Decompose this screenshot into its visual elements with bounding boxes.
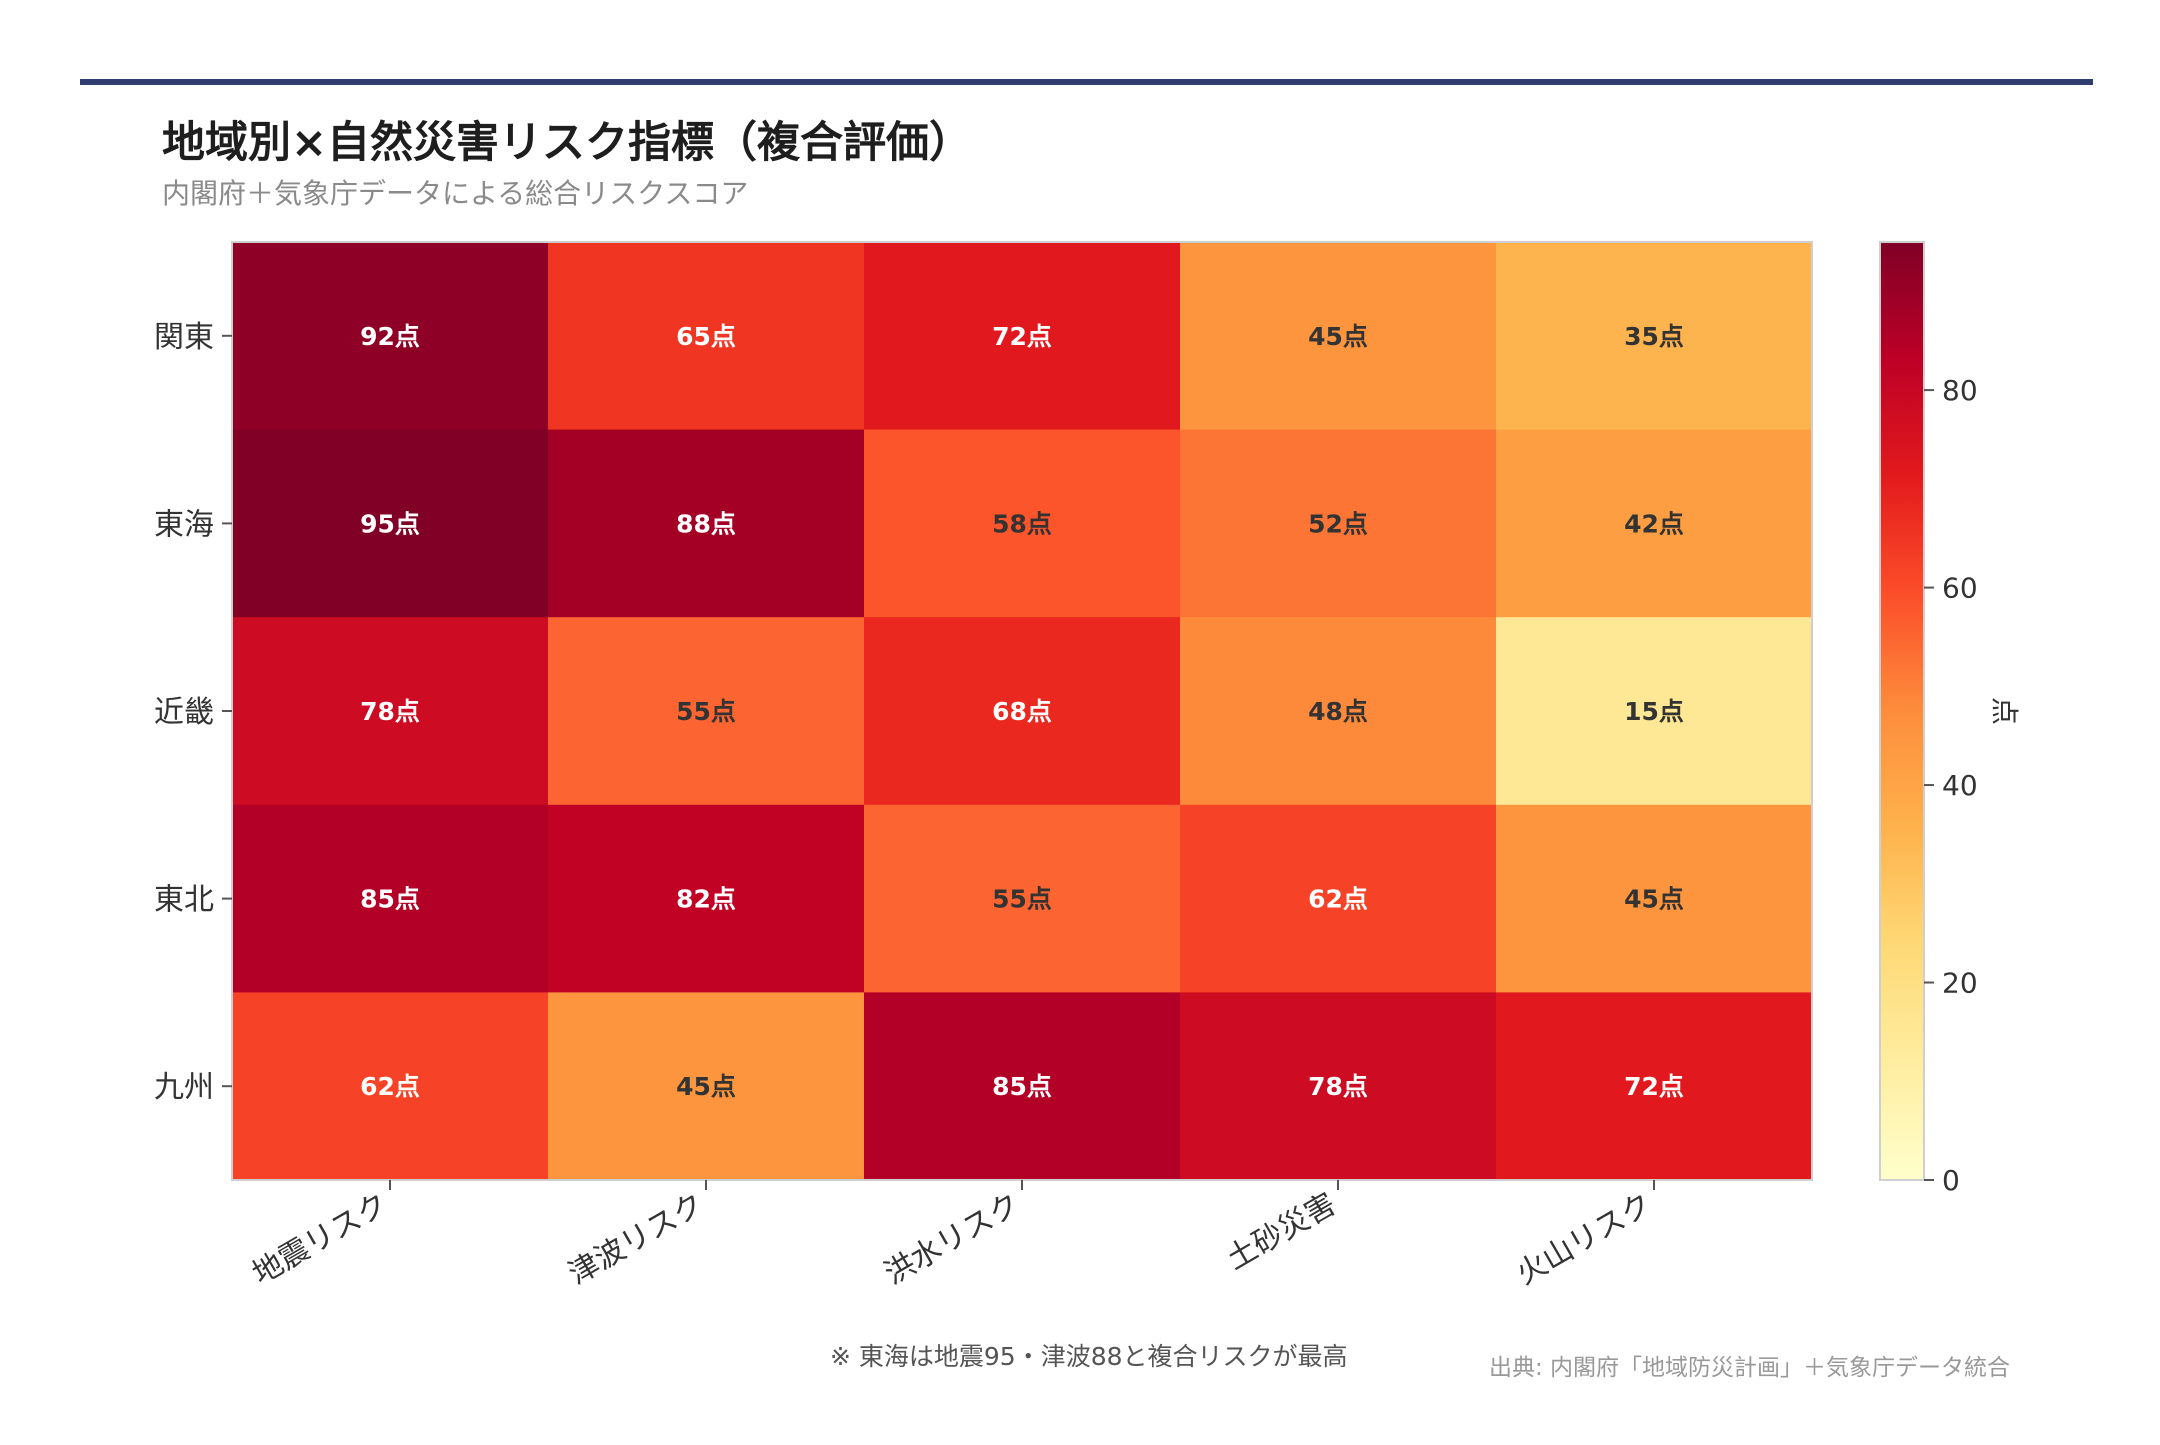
column-labels: 地震リスク 津波リスク 洪水リスク 土砂災害 火山リスク [247,1180,1658,1292]
column-label: 地震リスク [247,1187,394,1292]
cell-value-label: 92点 [360,322,420,351]
cell-value-label: 45点 [1624,885,1684,914]
cell-value-label: 65点 [676,322,736,351]
heatmap-cell [864,429,1181,618]
heatmap-cell [232,992,549,1181]
row-label: 九州 [154,1070,214,1105]
heatmap-cell [232,804,549,993]
footnote: ※ 東海は地震95・津波88と複合リスクが最高 [830,1342,1348,1371]
colorbar-tick-label: 80 [1942,374,1978,407]
heatmap-cell [1180,242,1497,431]
cell-value-label: 68点 [992,697,1052,726]
colorbar-label: 点 [1988,697,2021,725]
colorbar-gradient [1879,241,1925,1181]
cell-value-label: 55点 [992,885,1052,914]
heatmap-cell [548,242,865,431]
cell-value-label: 58点 [992,509,1052,538]
cell-value-label: 35点 [1624,322,1684,351]
heatmap-cell [864,617,1181,806]
cell-value-label: 85点 [992,1072,1052,1101]
cell-value-label: 52点 [1308,509,1368,538]
heatmap-cell [1496,617,1813,806]
cell-value-label: 62点 [1308,885,1368,914]
heatmap-cell [864,992,1181,1181]
heatmap-cell [548,804,865,993]
colorbar-ticks: 0 20 40 60 80 [1924,374,1978,1197]
chart-title: 地域別×自然災害リスク指標（複合評価） [162,118,973,168]
chart-subtitle: 内閣府＋気象庁データによる総合リスクスコア [162,177,749,210]
cell-value-label: 45点 [1308,322,1368,351]
heatmap-cell [1496,242,1813,431]
column-label: 津波リスク [563,1187,710,1292]
cell-value-label: 82点 [676,885,736,914]
cell-value-label: 88点 [676,509,736,538]
cell-value-label: 42点 [1624,509,1684,538]
heatmap-cell [548,429,865,618]
column-label: 土砂災害 [1221,1187,1342,1277]
heatmap-cell [864,804,1181,993]
cell-value-label: 95点 [360,509,420,538]
row-label: 東北 [154,883,214,918]
cell-value-label: 45点 [676,1072,736,1101]
heatmap-cell [1180,804,1497,993]
heatmap-cell [1496,429,1813,618]
heatmap-cell [1180,617,1497,806]
column-label: 洪水リスク [879,1187,1026,1292]
cell-value-label: 78点 [1308,1072,1368,1101]
heatmap-cell [232,617,549,806]
heatmap-cell [232,429,549,618]
heatmap-cell [548,992,865,1181]
heatmap-cell [864,242,1181,431]
colorbar-tick-label: 40 [1942,769,1978,802]
cell-value-label: 55点 [676,697,736,726]
row-label: 東海 [154,507,214,542]
row-label: 関東 [154,320,214,355]
cell-value-label: 72点 [1624,1072,1684,1101]
colorbar-tick-label: 60 [1942,572,1978,605]
column-label: 火山リスク [1511,1187,1658,1292]
heatmap-cells: 92点 65点 72点 45点 35点 95点 88点 58点 52点 42点 78点 55点 68点 4… [232,242,1813,1181]
cell-value-label: 48点 [1308,697,1368,726]
heatmap-cell [1496,992,1813,1181]
cell-value-label: 15点 [1624,697,1684,726]
cell-value-label: 72点 [992,322,1052,351]
cell-value-label: 85点 [360,885,420,914]
colorbar: 0 20 40 60 80 点 [1879,241,2021,1197]
heatmap-cell [1496,804,1813,993]
row-label: 近畿 [154,695,214,730]
heatmap-cell [1180,992,1497,1181]
cell-value-label: 62点 [360,1072,420,1101]
cell-value-label: 78点 [360,697,420,726]
heatmap-cell [232,242,549,431]
source-credit: 出典: 内閣府「地域防災計画」＋気象庁データ統合 [1488,1355,2010,1381]
heatmap-cell [1180,429,1497,618]
top-accent-rule [80,79,2093,85]
colorbar-tick-label: 0 [1942,1164,1960,1197]
heatmap-cell [548,617,865,806]
colorbar-tick-label: 20 [1942,967,1978,1000]
